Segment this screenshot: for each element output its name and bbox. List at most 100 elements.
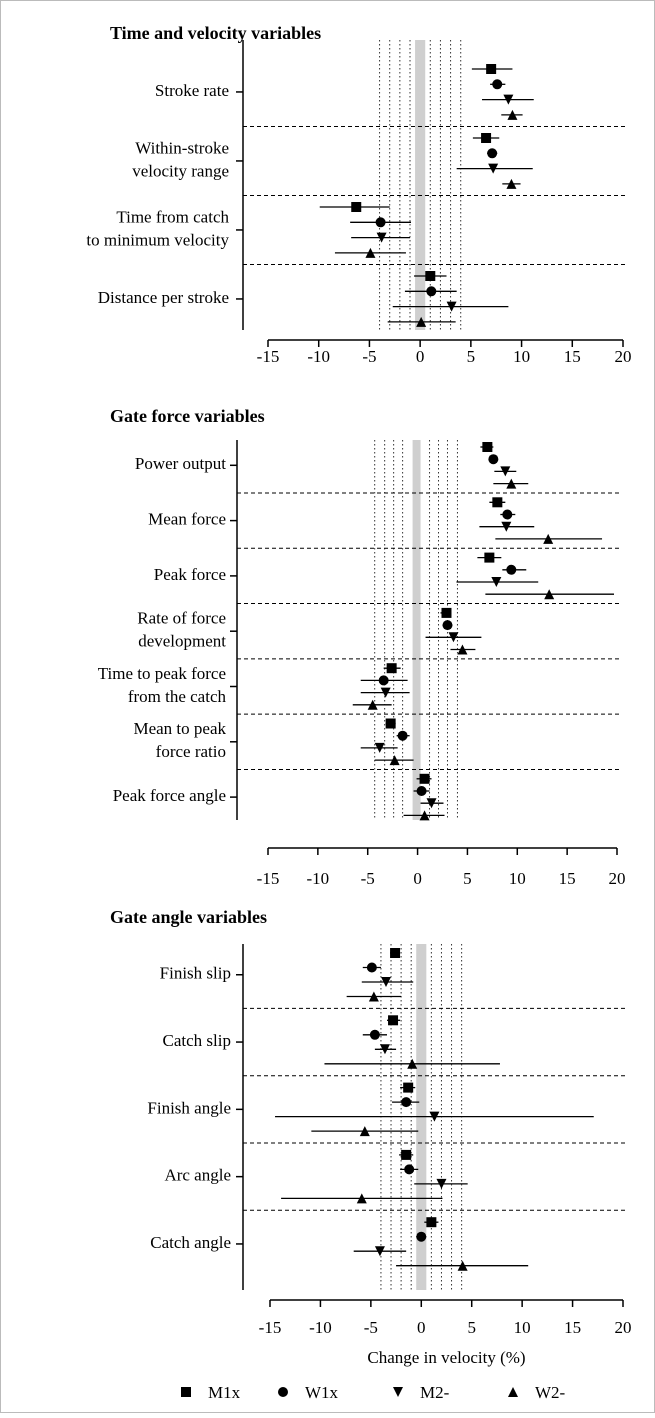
x-tick-label: 15: [559, 869, 576, 888]
x-tick-label: 5: [463, 869, 472, 888]
x-tick-label: -5: [364, 1318, 378, 1337]
point-triangle-up: [419, 810, 430, 821]
point-triangle-down: [376, 232, 387, 243]
point-triangle-up: [507, 109, 518, 120]
point-triangle-up: [407, 1058, 418, 1069]
point-triangle-up: [506, 178, 517, 189]
point-square: [401, 1149, 412, 1160]
category-label: force ratio: [156, 742, 226, 761]
point-square: [484, 552, 495, 563]
category-label: Rate of force: [137, 609, 226, 628]
category-label: Finish angle: [147, 1098, 231, 1117]
category-label: Within-stroke: [135, 138, 229, 157]
legend-marker: [508, 1387, 518, 1397]
legend-label: W1x: [305, 1383, 339, 1402]
category-label: from the catch: [128, 687, 227, 706]
point-circle: [375, 217, 386, 228]
legend-label: M1x: [208, 1383, 241, 1402]
legend-marker: [278, 1387, 288, 1397]
x-tick-label: -10: [307, 869, 330, 888]
category-label: Peak force: [154, 565, 226, 584]
point-triangle-up: [365, 247, 376, 258]
point-square: [388, 1015, 399, 1026]
x-tick-label: 15: [564, 347, 581, 366]
point-triangle-down: [500, 466, 511, 477]
legend-label: W2-: [535, 1383, 566, 1402]
category-label: Catch angle: [150, 1233, 231, 1252]
panel-title: Gate force variables: [110, 406, 265, 426]
category-label: Mean force: [148, 510, 226, 529]
category-label: Distance per stroke: [98, 288, 229, 307]
x-tick-label: 5: [467, 347, 476, 366]
x-tick-label: -5: [361, 869, 375, 888]
point-triangle-up: [506, 478, 517, 489]
point-circle: [404, 1164, 415, 1175]
point-circle: [369, 1029, 380, 1040]
x-tick-label: -10: [307, 347, 330, 366]
x-tick-label: 20: [609, 869, 626, 888]
category-label: Finish slip: [160, 964, 231, 983]
legend-marker: [393, 1387, 403, 1397]
x-tick-label: 0: [416, 347, 425, 366]
category-label: Peak force angle: [113, 786, 226, 805]
point-square: [481, 133, 492, 143]
point-triangle-down: [488, 163, 499, 174]
point-triangle-down: [379, 1044, 390, 1055]
shaded-band: [412, 440, 421, 820]
point-square: [441, 607, 452, 618]
category-label: velocity range: [132, 161, 229, 180]
point-triangle-up: [367, 699, 378, 710]
x-tick-label: 10: [513, 347, 530, 366]
x-tick-label: 20: [615, 347, 632, 366]
point-circle: [492, 79, 503, 90]
point-circle: [397, 730, 408, 741]
x-tick-label: 20: [615, 1318, 632, 1337]
point-square: [403, 1082, 414, 1093]
point-circle: [502, 509, 513, 520]
point-triangle-down: [501, 521, 512, 532]
x-tick-label: 0: [413, 869, 422, 888]
point-square: [426, 1217, 437, 1228]
category-label: Arc angle: [164, 1166, 231, 1185]
point-square: [486, 64, 497, 74]
point-triangle-up: [457, 1260, 468, 1271]
x-tick-label: -5: [362, 347, 376, 366]
x-tick-label: -15: [257, 869, 280, 888]
x-tick-label: -10: [309, 1318, 332, 1337]
point-square: [492, 497, 503, 508]
point-square: [482, 442, 493, 452]
point-triangle-down: [448, 632, 459, 643]
point-triangle-down: [426, 798, 437, 809]
point-circle: [366, 962, 377, 973]
point-triangle-down: [436, 1178, 447, 1189]
shaded-band: [415, 40, 426, 330]
point-triangle-down: [446, 301, 457, 312]
category-label: to minimum velocity: [86, 230, 229, 249]
x-tick-label: 0: [417, 1318, 426, 1337]
point-triangle-up: [416, 316, 427, 327]
point-circle: [426, 286, 437, 297]
point-triangle-down: [380, 977, 391, 987]
point-triangle-down: [380, 687, 391, 698]
category-label: development: [138, 632, 226, 651]
point-triangle-down: [503, 94, 514, 105]
point-triangle-up: [543, 533, 554, 544]
point-circle: [442, 620, 453, 631]
x-tick-label: -15: [259, 1318, 282, 1337]
point-square: [390, 948, 401, 958]
legend-label: M2-: [420, 1383, 450, 1402]
legend-marker: [181, 1387, 191, 1397]
point-triangle-up: [544, 589, 555, 600]
category-label: Stroke rate: [155, 81, 229, 100]
point-triangle-down: [429, 1111, 440, 1122]
panel-title: Time and velocity variables: [110, 23, 321, 43]
point-triangle-down: [374, 1246, 385, 1257]
point-circle: [416, 1231, 427, 1242]
point-triangle-down: [374, 742, 385, 753]
point-circle: [416, 786, 427, 796]
point-triangle-down: [491, 577, 502, 587]
x-tick-label: 15: [564, 1318, 581, 1337]
